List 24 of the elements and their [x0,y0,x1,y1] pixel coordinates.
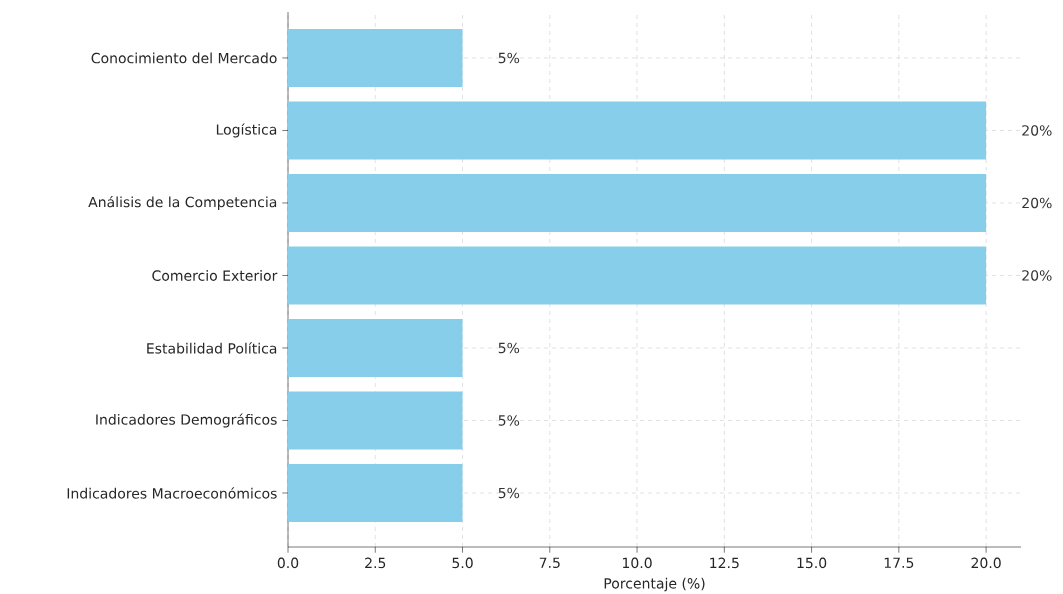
x-tick-label: 12.5 [710,557,739,569]
y-tick-label: Comercio Exterior [152,270,278,281]
x-tick-label: 2.5 [365,557,386,569]
y-tick-label: Indicadores Macroeconómicos [67,487,277,499]
x-tick-label: 10.0 [622,557,652,569]
data-label: 20% [1022,197,1052,209]
data-label: 5% [498,342,520,354]
y-tick-label: Logística [216,123,277,138]
y-tick-label: Conocimiento del Mercado [91,52,277,64]
x-tick-label: 0.0 [277,557,299,569]
data-label: 20% [1022,270,1052,281]
x-tick-label: 17.5 [884,557,914,569]
y-tick-label: Análisis de la Competencia [88,195,277,211]
data-label: 5% [498,415,520,426]
x-tick-label: 15.0 [797,557,827,569]
data-label: 5% [498,52,520,64]
x-tick-label: 5.0 [452,557,473,569]
x-tick-label: 20.0 [971,557,1001,569]
data-label: 20% [1022,125,1052,136]
data-label: 5% [498,487,520,499]
y-tick-label: Estabilidad Política [147,342,277,354]
x-axis-title: Porcentaje (%) [604,577,705,592]
y-tick-label: Indicadores Demográficos [96,413,277,428]
x-tick-label: 7.5 [539,557,560,569]
